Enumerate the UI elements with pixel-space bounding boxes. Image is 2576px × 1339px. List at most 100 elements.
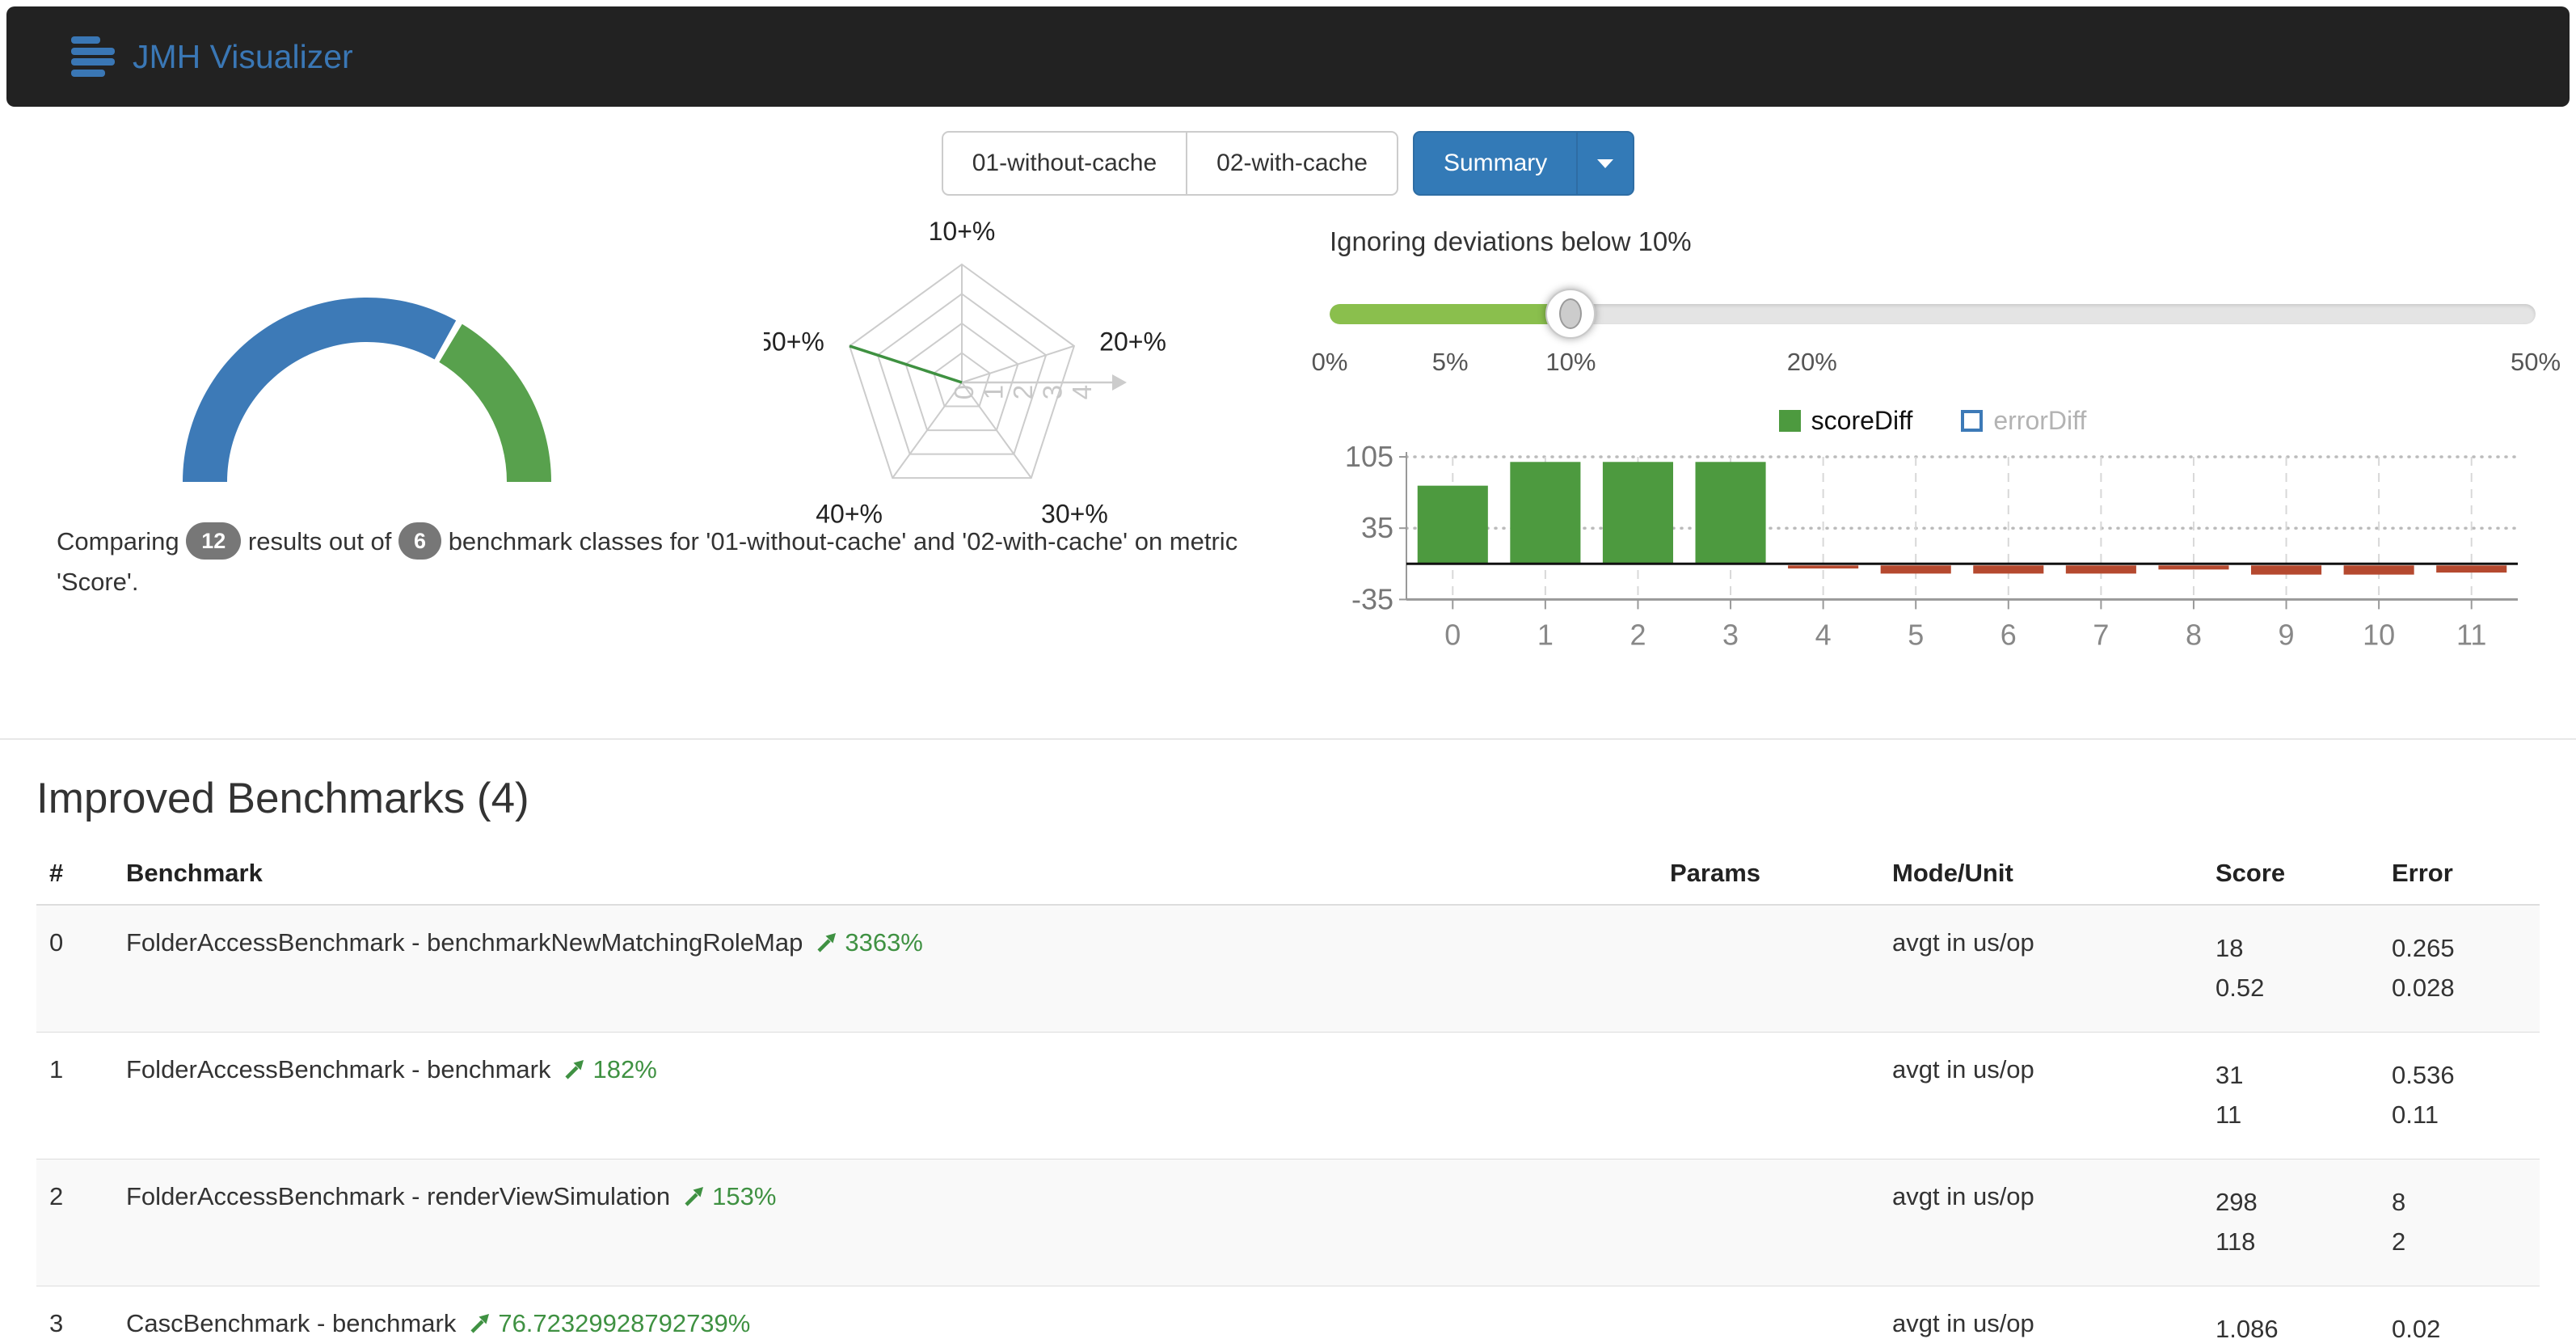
improvement-arrow-icon	[685, 1187, 704, 1206]
results-count-badge: 12	[186, 522, 242, 560]
bar-chart-legend: scoreDiff errorDiff	[1330, 406, 2536, 436]
gauge-svg	[183, 297, 551, 482]
svg-text:1: 1	[979, 385, 1009, 399]
slider-handle-grip	[1559, 298, 1583, 329]
svg-text:2: 2	[1008, 385, 1038, 399]
row-index: 0	[49, 928, 64, 957]
benchmark-name[interactable]: FolderAccessBenchmark - benchmarkNewMatc…	[126, 928, 803, 957]
error-cell: 0.020.078	[2392, 1315, 2441, 1339]
table-row[interactable]: 0 FolderAccessBenchmark - benchmarkNewMat…	[36, 905, 2540, 1033]
svg-text:11: 11	[2456, 618, 2486, 651]
row-index: 1	[49, 1055, 64, 1083]
mode-unit-cell: avgt in us/op	[1892, 928, 2034, 957]
svg-text:40+%: 40+%	[816, 499, 883, 528]
svg-text:10: 10	[2363, 618, 2395, 651]
improvement-arrow-icon	[817, 933, 837, 953]
summary-prefix: Comparing	[57, 527, 179, 555]
svg-text:4: 4	[1815, 618, 1832, 651]
score-cell: 31 11	[2216, 1061, 2244, 1129]
benchmark-cell: CascBenchmark - benchmark 76.723299287927…	[113, 1286, 1657, 1339]
tick-50: 50%	[2510, 348, 2561, 376]
slider-track[interactable]	[1330, 304, 2536, 324]
tab-run-02-with-cache[interactable]: 02-with-cache	[1186, 131, 1398, 196]
svg-text:7: 7	[2093, 618, 2109, 651]
scorediff-bar-chart: 0 1 2 3 4 5 6 7 8 9 10 11 105 35 -35	[1330, 440, 2536, 691]
chevron-down-icon	[1597, 158, 1614, 168]
svg-text:8: 8	[2186, 618, 2202, 651]
classes-count-badge: 6	[398, 522, 442, 560]
benchmark-table-body: 0 FolderAccessBenchmark - benchmarkNewMat…	[36, 905, 2540, 1339]
score-cell: 18 0.52	[2216, 934, 2265, 1002]
legend-label-errordiff: errorDiff	[1993, 406, 2087, 435]
benchmark-name[interactable]: CascBenchmark - benchmark	[126, 1309, 457, 1337]
benchmark-cell: FolderAccessBenchmark - renderViewSimula…	[113, 1159, 1657, 1286]
params-cell	[1657, 1159, 1879, 1286]
deviation-slider[interactable]	[1330, 289, 2536, 341]
table-row[interactable]: 1 FolderAccessBenchmark - benchmark 182% av…	[36, 1032, 2540, 1159]
improved-benchmarks-section: Improved Benchmarks (4) # Benchmark Para…	[0, 738, 2576, 1339]
summary-suffix: benchmark classes for '01-without-cache'…	[57, 527, 1238, 596]
tick-0: 0%	[1311, 348, 1348, 376]
svg-text:2: 2	[1629, 618, 1646, 651]
summary-dropdown-toggle[interactable]	[1576, 131, 1635, 196]
section-title: Improved Benchmarks (4)	[36, 775, 529, 822]
table-row[interactable]: 3 CascBenchmark - benchmark 76.72329928792…	[36, 1286, 2540, 1339]
legend-item-scorediff[interactable]: scoreDiff	[1778, 406, 1912, 436]
improvement-percent: 76.72329928792739%	[498, 1309, 751, 1337]
svg-text:35: 35	[1361, 511, 1393, 544]
svg-text:0: 0	[1444, 618, 1461, 651]
svg-text:50+%: 50+%	[764, 327, 824, 357]
summary-button[interactable]: Summary	[1412, 131, 1579, 196]
legend-item-errordiff[interactable]: errorDiff	[1961, 406, 2086, 436]
improvement-arrow-icon	[565, 1060, 584, 1079]
summary-between: results out of	[247, 527, 392, 555]
mode-unit-cell: avgt in us/op	[1892, 1055, 2034, 1083]
benchmark-table: # Benchmark Params Mode/Unit Score Error…	[36, 847, 2540, 1339]
table-row[interactable]: 2 FolderAccessBenchmark - renderViewSimul…	[36, 1159, 2540, 1286]
tab-run-01-without-cache[interactable]: 01-without-cache	[941, 131, 1188, 196]
col-index: #	[36, 847, 113, 906]
deviation-title: Ignoring deviations below 10%	[1330, 226, 1692, 256]
mode-unit-cell: avgt in us/op	[1892, 1309, 2034, 1337]
params-cell	[1657, 905, 1879, 1033]
benchmark-name[interactable]: FolderAccessBenchmark - renderViewSimula…	[126, 1182, 671, 1210]
improvement-percent: 182%	[592, 1055, 657, 1083]
improvement-percent: 153%	[712, 1182, 777, 1210]
comparison-summary-text: Comparing 12 results out of 6 benchmark …	[57, 522, 1269, 602]
col-score: Score	[2203, 847, 2379, 906]
improvement-percent: 3363%	[845, 928, 923, 957]
benchmark-cell: FolderAccessBenchmark - benchmark 182%	[113, 1033, 1657, 1159]
deviation-panel: Ignoring deviations below 10% 0% 5% 10% …	[1312, 226, 2561, 691]
svg-text:1: 1	[1537, 618, 1554, 651]
tick-5: 5%	[1431, 348, 1469, 376]
errordiff-swatch-icon	[1961, 410, 1984, 432]
svg-text:30+%: 30+%	[1041, 499, 1108, 528]
svg-text:0: 0	[949, 385, 979, 399]
radar-svg: 0 1 2 3 4 10+% 20+% 30+% 40+% 50+%	[757, 217, 1166, 528]
tick-10: 10%	[1545, 348, 1596, 376]
slider-fill	[1330, 304, 1571, 324]
svg-text:10+%: 10+%	[929, 217, 996, 246]
slider-handle[interactable]	[1545, 289, 1596, 339]
params-cell	[1657, 1286, 1879, 1339]
col-error: Error	[2379, 847, 2540, 906]
row-index: 3	[49, 1309, 64, 1337]
tick-20: 20%	[1786, 348, 1837, 376]
svg-text:5: 5	[1908, 618, 1924, 651]
col-mode-unit: Mode/Unit	[1879, 847, 2203, 906]
table-header-row: # Benchmark Params Mode/Unit Score Error	[36, 847, 2540, 906]
mode-unit-cell: avgt in us/op	[1892, 1182, 2034, 1210]
svg-text:4: 4	[1067, 385, 1097, 399]
benchmark-name[interactable]: FolderAccessBenchmark - benchmark	[126, 1055, 551, 1083]
col-benchmark: Benchmark	[113, 847, 1657, 906]
svg-text:3: 3	[1722, 618, 1739, 651]
brand-link[interactable]: JMH Visualizer	[71, 36, 353, 77]
col-params: Params	[1657, 847, 1879, 906]
row-index: 2	[49, 1182, 64, 1210]
improvement-arrow-icon	[470, 1314, 490, 1333]
bar-chart-svg: 0 1 2 3 4 5 6 7 8 9 10 11 105 35 -35	[1345, 440, 2519, 651]
scorediff-swatch-icon	[1778, 410, 1801, 432]
